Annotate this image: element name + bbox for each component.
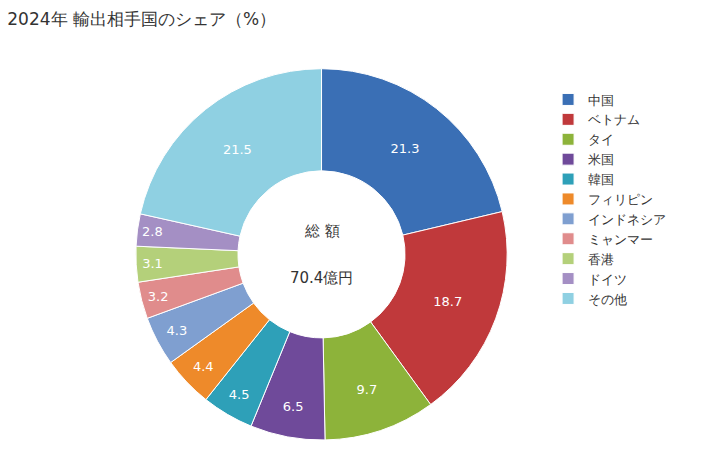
svg-text:3.1: 3.1 [142, 256, 163, 271]
svg-text:4.3: 4.3 [167, 323, 188, 338]
svg-text:2.8: 2.8 [142, 224, 163, 239]
svg-text:タイ: タイ [588, 132, 614, 147]
svg-text:2024年 輸出相手国のシェア（%）: 2024年 輸出相手国のシェア（%） [7, 9, 276, 29]
svg-text:韓国: 韓国 [588, 172, 614, 187]
svg-text:ミャンマー: ミャンマー [588, 232, 653, 247]
svg-text:6.5: 6.5 [283, 399, 304, 414]
svg-text:総 額: 総 額 [304, 222, 340, 240]
svg-text:その他: その他 [588, 292, 627, 307]
svg-text:9.7: 9.7 [357, 382, 378, 397]
svg-text:4.4: 4.4 [193, 359, 214, 374]
svg-text:ベトナム: ベトナム [588, 112, 640, 127]
svg-text:3.2: 3.2 [148, 289, 169, 304]
svg-text:ドイツ: ドイツ [588, 272, 627, 287]
svg-text:21.3: 21.3 [391, 141, 420, 156]
svg-text:70.4億円: 70.4億円 [290, 269, 353, 287]
svg-text:21.5: 21.5 [223, 142, 252, 157]
svg-text:米国: 米国 [588, 152, 614, 167]
svg-text:香港: 香港 [588, 252, 614, 267]
svg-text:4.5: 4.5 [229, 387, 250, 402]
svg-text:フィリピン: フィリピン [588, 192, 653, 207]
svg-text:インドネシア: インドネシア [588, 212, 666, 227]
svg-text:18.7: 18.7 [433, 294, 462, 309]
svg-text:中国: 中国 [588, 93, 614, 108]
